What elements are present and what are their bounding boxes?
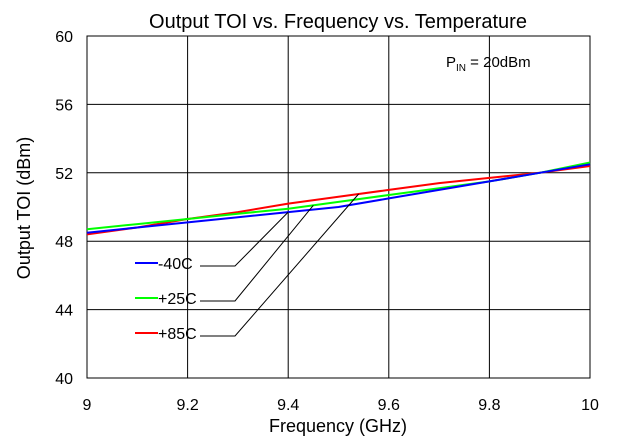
x-tick-label: 9.6 (378, 397, 400, 414)
y-tick-label: 48 (55, 234, 73, 251)
x-tick-label: 9.4 (277, 397, 299, 414)
annotation-rest: = 20dBm (466, 54, 531, 71)
y-tick-label: 44 (55, 303, 73, 320)
leader-line-1 (200, 204, 314, 302)
series-line-0 (86, 163, 591, 234)
series-line-2 (86, 165, 591, 236)
y-tick-label: 60 (55, 29, 73, 46)
legend-label-0: -40C (158, 256, 193, 273)
chart-title: Output TOI vs. Frequency vs. Temperature (149, 11, 527, 33)
y-tick-label: 40 (55, 371, 73, 388)
plot-frame (86, 35, 591, 379)
y-tick-label: 52 (55, 166, 73, 183)
legend-leader-lines (200, 193, 359, 337)
pin-annotation: PIN = 20dBm (446, 54, 531, 74)
x-tick-labels: 9 9.2 9.4 9.6 9.8 10 (83, 397, 599, 414)
legend-label-2: +85C (158, 326, 197, 343)
x-tick-label: 9.2 (176, 397, 198, 414)
y-tick-label: 56 (55, 97, 73, 114)
x-tick-label: 9.8 (478, 397, 500, 414)
series-layer (86, 161, 591, 236)
x-tick-label: 9 (83, 397, 92, 414)
y-axis-label: Output TOI (dBm) (14, 137, 34, 279)
x-tick-label: 10 (581, 397, 599, 414)
legend-label-1: +25C (158, 291, 197, 308)
annotation-sub: IN (456, 63, 466, 74)
leader-line-0 (200, 211, 289, 267)
x-axis-label: Frequency (GHz) (269, 416, 407, 436)
leader-line-2 (200, 193, 359, 337)
y-tick-labels: 40 44 48 52 56 60 (55, 29, 73, 388)
legend: -40C +25C +85C (135, 256, 197, 343)
annotation-main: P (446, 54, 456, 71)
